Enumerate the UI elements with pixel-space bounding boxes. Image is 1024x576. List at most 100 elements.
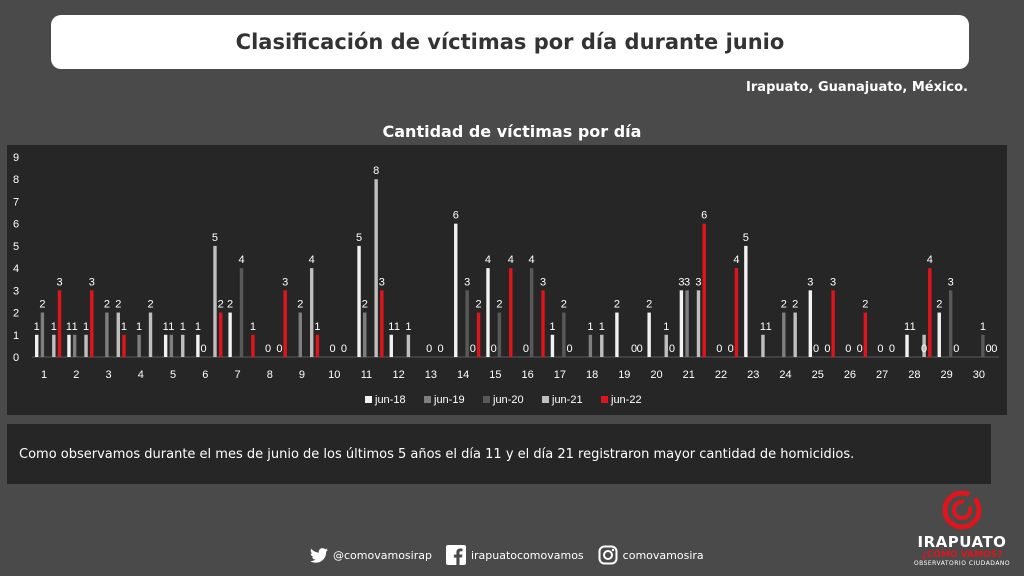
data-label: 0	[728, 343, 734, 355]
note-box: Como observamos durante el mes de junio …	[7, 424, 991, 484]
bar	[163, 334, 168, 357]
logo-mark-icon	[942, 490, 982, 530]
bar	[928, 268, 932, 357]
bar	[922, 334, 926, 357]
twitter-link[interactable]: @comovamosirap	[310, 547, 432, 563]
x-tick-label: 26	[844, 369, 856, 381]
bar	[122, 334, 126, 357]
bar	[196, 334, 200, 357]
bar	[679, 290, 684, 357]
data-label: 0	[329, 343, 335, 355]
x-tick-label: 1	[41, 369, 47, 381]
data-label: 0	[824, 343, 830, 355]
data-label: 1	[587, 321, 593, 333]
x-tick-label: 5	[170, 369, 176, 381]
legend-swatch	[365, 396, 372, 403]
data-label: 0	[426, 343, 432, 355]
bar	[40, 312, 45, 357]
y-tick-label: 8	[13, 174, 19, 186]
bar	[363, 312, 367, 357]
x-tick-label: 23	[747, 369, 759, 381]
data-label: 1	[66, 321, 72, 333]
y-tick-label: 9	[13, 152, 19, 164]
x-tick-label: 8	[267, 369, 273, 381]
legend-swatch	[424, 396, 431, 403]
data-label: 2	[39, 299, 45, 311]
data-label: 1	[250, 321, 256, 333]
data-label: 0	[921, 343, 927, 355]
bar	[529, 268, 534, 357]
x-tick-label: 18	[586, 369, 598, 381]
data-label: 3	[684, 276, 690, 288]
legend-label: jun-19	[433, 394, 465, 406]
logo-line-1: IRAPUATO	[917, 533, 1007, 551]
legend-label: jun-20	[492, 394, 524, 406]
facebook-icon	[445, 545, 466, 565]
bar	[357, 245, 361, 357]
bar	[251, 334, 255, 357]
bar	[600, 334, 604, 357]
x-tick-label: 9	[299, 369, 305, 381]
bar	[406, 334, 411, 357]
legend-label: jun-18	[374, 394, 406, 406]
data-label: 2	[936, 299, 942, 311]
x-tick-label: 14	[457, 369, 469, 381]
data-label: 4	[508, 254, 514, 266]
data-label: 3	[89, 276, 95, 288]
data-label: 4	[485, 254, 491, 266]
data-label: 3	[695, 276, 701, 288]
instagram-link[interactable]: comovamosira	[598, 545, 704, 565]
bar	[761, 334, 765, 357]
data-label: 0	[857, 343, 863, 355]
data-label: 1	[163, 321, 169, 333]
data-label: 2	[561, 299, 567, 311]
facebook-handle: irapuatocomovamos	[470, 548, 584, 562]
data-label: 0	[566, 343, 572, 355]
data-label: 0	[341, 343, 347, 355]
twitter-handle: @comovamosirap	[333, 548, 432, 562]
data-label: 0	[631, 343, 637, 355]
x-tick-label: 4	[138, 369, 144, 381]
data-label: 3	[948, 276, 954, 288]
bar	[116, 312, 120, 357]
bar	[35, 334, 39, 357]
legend-label: jun-22	[610, 394, 642, 406]
bar	[137, 334, 141, 357]
data-label: 0	[813, 343, 819, 355]
bar	[948, 290, 953, 357]
bar	[454, 223, 458, 357]
data-label: 2	[115, 299, 121, 311]
x-tick-label: 22	[715, 369, 727, 381]
y-tick-label: 2	[13, 308, 19, 320]
data-label: 1	[910, 321, 916, 333]
data-label: 3	[282, 276, 288, 288]
note-text: Como observamos durante el mes de junio …	[19, 446, 855, 462]
data-label: 2	[218, 299, 224, 311]
data-label: 3	[678, 276, 684, 288]
social-footer: @comovamosirap irapuatocomovamos comovam…	[310, 543, 718, 567]
data-label: 2	[614, 299, 620, 311]
data-label: 0	[438, 343, 444, 355]
x-tick-label: 24	[779, 369, 791, 381]
y-tick-label: 6	[13, 219, 19, 231]
data-label: 1	[549, 321, 555, 333]
x-tick-label: 27	[876, 369, 888, 381]
y-tick-label: 1	[13, 330, 19, 342]
bar	[696, 290, 701, 357]
data-label: 1	[663, 321, 669, 333]
data-label: 1	[760, 321, 766, 333]
bar	[664, 334, 668, 357]
data-label: 6	[453, 210, 459, 222]
bar	[72, 334, 77, 357]
data-label: 2	[475, 299, 481, 311]
data-label: 0	[491, 343, 497, 355]
data-label: 1	[599, 321, 605, 333]
data-label: 1	[72, 321, 78, 333]
data-label: 5	[356, 232, 362, 244]
x-tick-label: 12	[393, 369, 405, 381]
facebook-link[interactable]: irapuatocomovamos	[445, 545, 584, 565]
bar	[486, 268, 490, 357]
y-tick-label: 0	[13, 352, 19, 364]
data-label: 5	[743, 232, 749, 244]
